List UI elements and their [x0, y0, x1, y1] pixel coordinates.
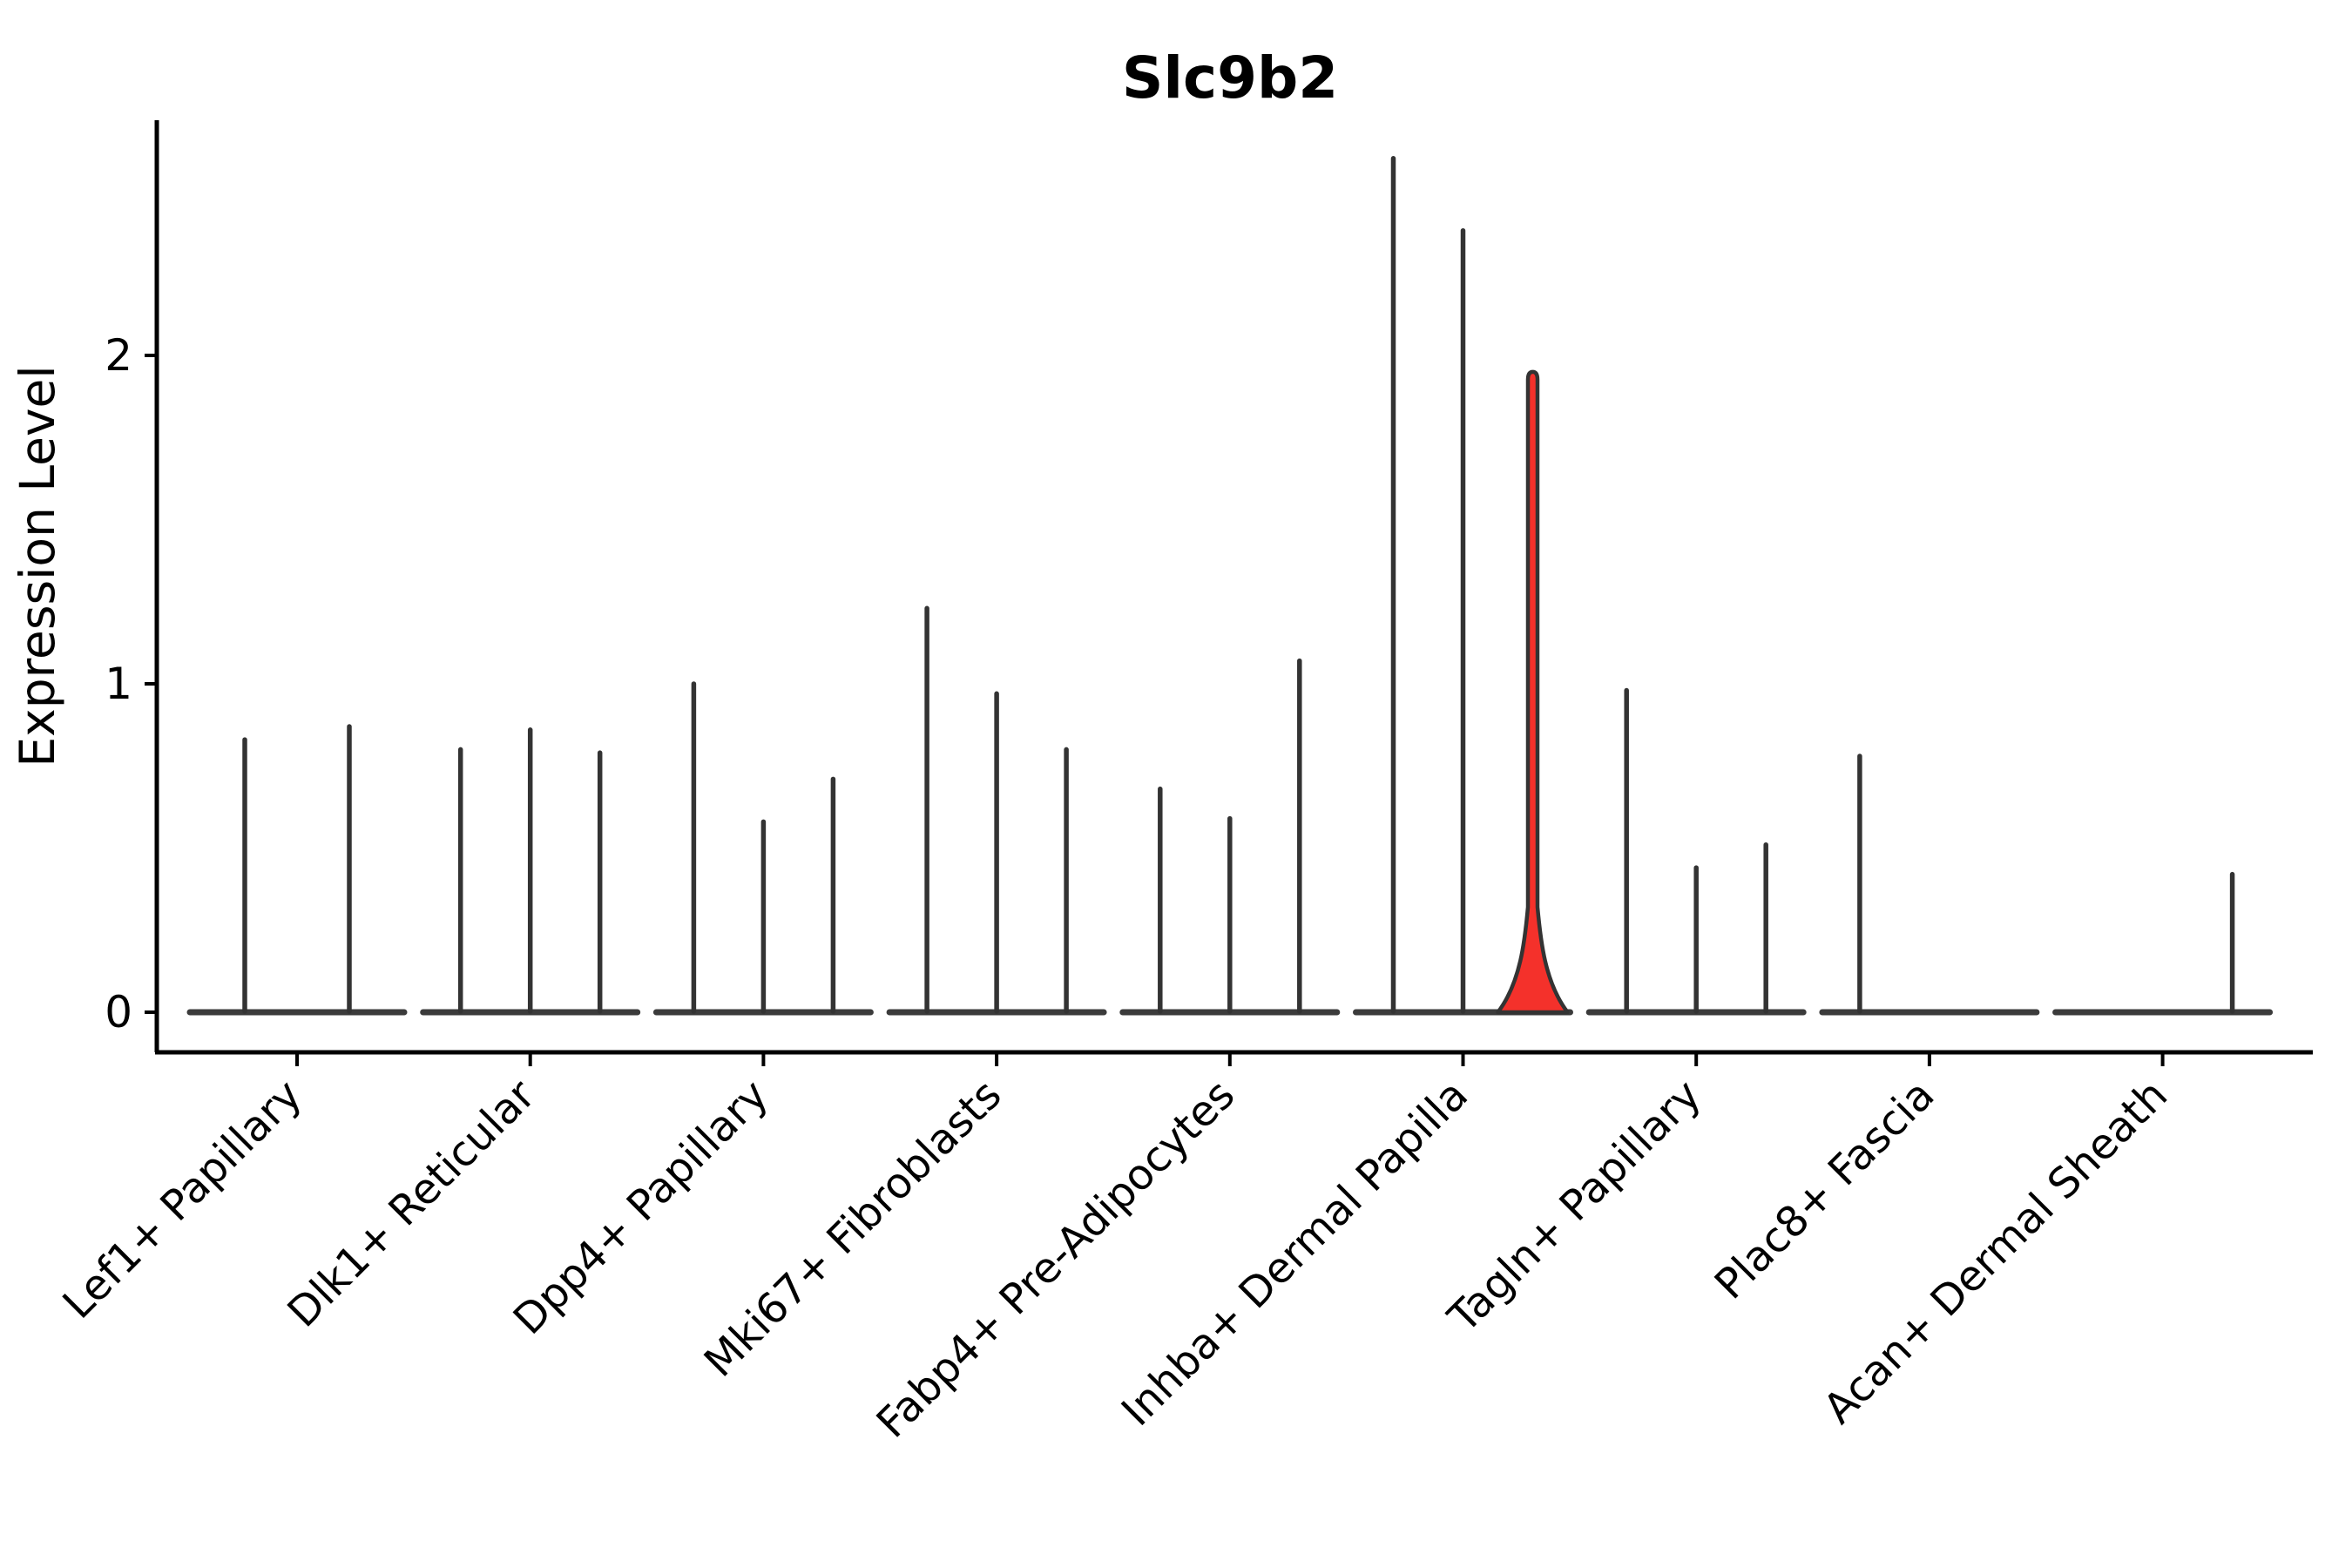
x-tick-label: Dpp4+ Papillary: [504, 1071, 778, 1344]
y-tick-label: 2: [105, 330, 132, 381]
y-tick-label: 0: [105, 987, 132, 1037]
y-tick-label: 1: [105, 659, 132, 709]
chart-title: Slc9b2: [1122, 44, 1338, 112]
y-axis-label: Expression Level: [10, 365, 65, 767]
highlighted-violin: [1496, 369, 1570, 1015]
x-tick-label: Plac8+ Fascia: [1706, 1071, 1944, 1309]
x-tick-label: Dlk1+ Reticular: [279, 1071, 545, 1337]
x-tick-label: Tagln+ Papillary: [1438, 1071, 1710, 1342]
x-tick-label: Lef1+ Papillary: [54, 1071, 312, 1328]
